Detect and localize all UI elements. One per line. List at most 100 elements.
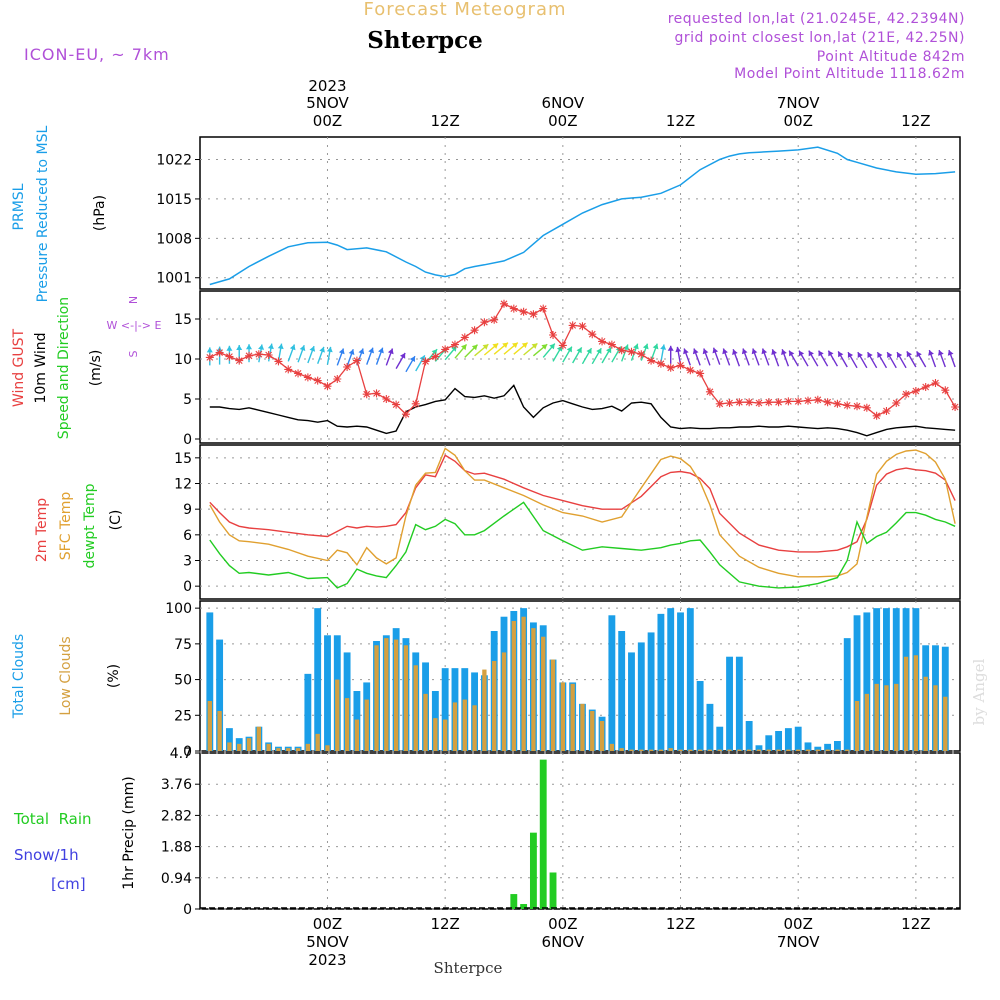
wind-arrow-head: [338, 348, 345, 355]
low-cloud-bar: [344, 698, 350, 751]
total-cloud-bar: [716, 726, 724, 751]
low-cloud-bar: [845, 749, 850, 751]
super-title: Forecast Meteogram: [363, 0, 566, 20]
wind-gust-marker: [215, 348, 224, 357]
wind-arrow-head: [596, 348, 602, 354]
wind-arrow-head: [683, 348, 689, 355]
wind-gust-marker: [411, 399, 420, 408]
wind-gust-marker: [794, 397, 803, 406]
wind-gust-marker: [343, 363, 352, 371]
wind-arrow-head: [236, 345, 243, 350]
wind-gust-marker: [882, 407, 891, 415]
pressure-unit: (hPa): [92, 195, 108, 231]
wind-arrow-head: [789, 350, 795, 357]
wind-arrow-head: [246, 344, 252, 350]
wind-arrow-head: [258, 344, 265, 350]
low-cloud-bar: [717, 749, 722, 751]
wind-arrow-head: [267, 343, 274, 350]
wind-arrow-head: [947, 350, 954, 356]
wind-gust-marker: [754, 399, 763, 407]
wind-arrow-head: [887, 352, 893, 358]
temperature-ytick-label: 15: [174, 451, 192, 467]
pressure-panel-frame: [199, 136, 961, 290]
tick-layer: 1001100810151022051015036912150255075100…: [156, 153, 200, 918]
top-time-label: 7NOV: [777, 94, 820, 112]
wind-gust-marker: [892, 399, 901, 407]
wind-arrow-head: [808, 350, 814, 357]
wind-arrow-head: [299, 345, 306, 351]
wind-gust-marker: [254, 350, 263, 359]
compass-we: W <-|-> E: [107, 319, 162, 332]
wind-arrow-head: [675, 346, 682, 353]
total-cloud-bar: [647, 632, 655, 751]
rain-bar: [549, 872, 557, 909]
wind-panel-frame: [199, 290, 961, 444]
temperature-ytick-label: 0: [183, 579, 192, 595]
total-cloud-bar: [735, 656, 743, 751]
sfc-temp-ylabel: SFC Temp: [58, 492, 74, 561]
dewpt-line: [209, 501, 956, 589]
wind-gust-marker: [362, 390, 371, 399]
compass-south: S: [127, 350, 140, 357]
wind-gust-marker: [235, 356, 244, 365]
clouds-unit: (%): [106, 664, 122, 688]
clouds-ytick-label: 75: [174, 637, 192, 653]
low-cloud-bar: [678, 749, 683, 751]
low-cloud-bar: [805, 749, 811, 751]
wind-gust-marker: [392, 400, 401, 409]
wind-ytick-label: 0: [183, 432, 192, 448]
total-cloud-bar: [745, 721, 753, 751]
wind-gust-marker: [725, 399, 734, 407]
low-cloud-bar: [658, 749, 664, 751]
low-cloud-bar: [707, 749, 713, 751]
wind-gust-marker: [225, 352, 234, 361]
bottom-time-label: 6NOV: [542, 933, 585, 951]
wind-arrow-head: [771, 349, 777, 355]
wind-arrow-head: [358, 348, 365, 355]
total-clouds-ylabel: Total Clouds: [11, 634, 27, 719]
total-cloud-bar: [755, 745, 763, 751]
wind-gust-marker: [490, 315, 499, 324]
temperature-ytick-label: 6: [183, 528, 192, 544]
wind-arrow-head: [512, 342, 518, 349]
wind-gust-marker: [539, 304, 548, 313]
low-cloud-bar: [384, 638, 389, 751]
wind-gust-marker: [862, 403, 871, 412]
rain-bar: [510, 894, 518, 909]
total-cloud-bar: [726, 656, 733, 751]
wind-gust-marker: [460, 333, 469, 342]
wind-gust-marker: [470, 326, 479, 335]
precip-ytick-label: 0.94: [161, 871, 192, 887]
temp2m-ylabel: 2m Temp: [34, 498, 50, 562]
top-time-label: 2023: [308, 77, 346, 95]
wind-gust-marker: [823, 398, 832, 407]
wind-arrow-head: [576, 347, 582, 354]
wind-arrow-head: [660, 344, 667, 350]
total-cloud-bar: [441, 668, 449, 751]
top-time-label: 00Z: [313, 112, 342, 130]
low-cloud-bar: [462, 699, 467, 751]
wind-gust-marker: [558, 341, 567, 350]
wind-gust-marker: [705, 387, 714, 396]
wind-gust-marker: [500, 299, 508, 308]
wind-gust-marker: [401, 410, 410, 419]
wind-arrow-head: [761, 348, 768, 355]
total-cloud-bar: [775, 731, 783, 751]
total-cloud-bar: [843, 638, 851, 751]
low-cloud-bar: [354, 719, 360, 751]
wind-arrow-head: [877, 352, 883, 358]
clouds-ytick-label: 25: [174, 708, 192, 724]
wind-gust-marker: [921, 383, 930, 391]
wind-arrow-head: [566, 346, 572, 353]
clouds-ytick-label: 50: [174, 673, 192, 689]
precip-panel-frame: [199, 752, 961, 910]
total-cloud-bar: [696, 681, 704, 751]
low-cloud-bar: [403, 645, 409, 751]
wind-arrow-head: [368, 347, 374, 354]
total-cloud-bar: [765, 735, 773, 751]
wind-arrow-head: [549, 343, 555, 350]
wind-dir-ylabel: Speed and Direction: [56, 297, 72, 439]
bottom-time-label: 12Z: [430, 915, 459, 933]
total-cloud-bar: [784, 728, 792, 751]
